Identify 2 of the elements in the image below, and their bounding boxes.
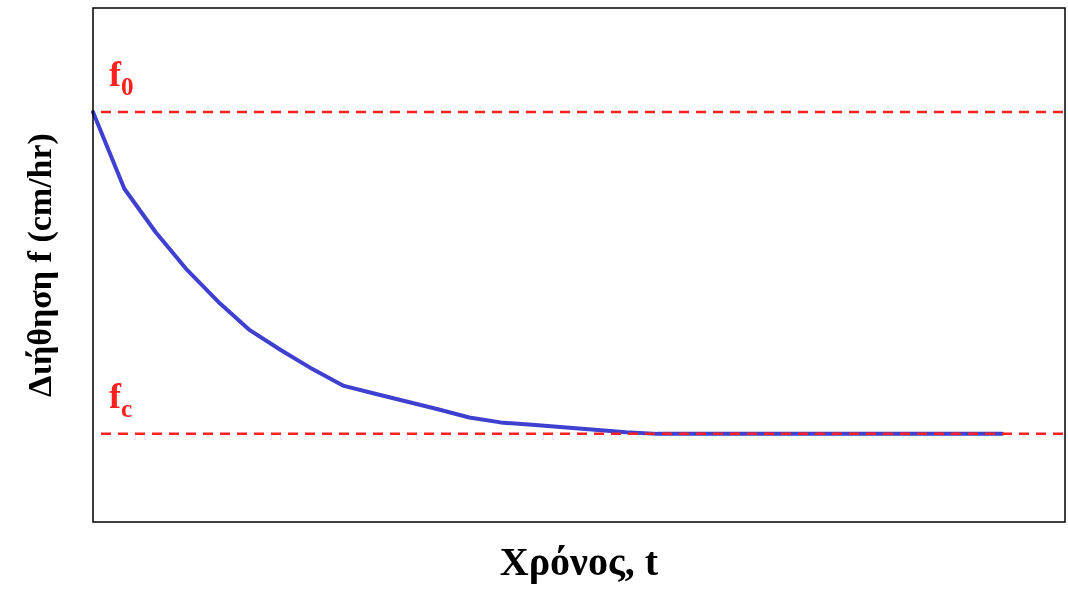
y-axis-title: Διήθηση f (cm/hr) [20, 133, 59, 397]
x-axis-title: Χρόνος, t [499, 539, 659, 585]
